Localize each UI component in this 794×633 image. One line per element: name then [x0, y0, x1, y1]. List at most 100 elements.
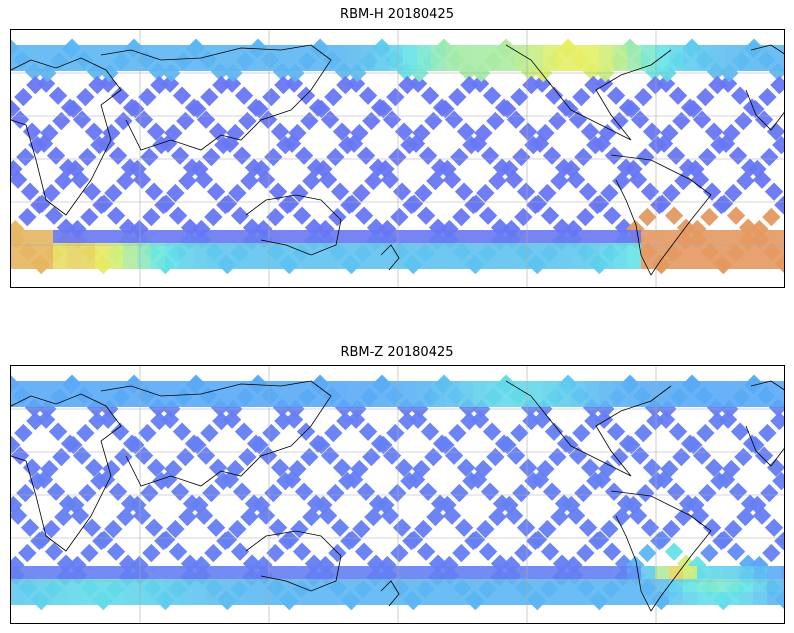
rbm-h-swath-cell	[585, 256, 599, 269]
rbm-z-swath-cell	[662, 519, 681, 539]
rbm-z-coastline	[505, 380, 672, 477]
rbm-z-swath-cell	[266, 543, 285, 563]
rbm-z-swath-cell	[584, 411, 603, 431]
rbm-h-swath-cell	[258, 110, 278, 129]
rbm-z-swath-cell	[326, 483, 345, 503]
rbm-h-swath-cell	[347, 45, 361, 58]
rbm-z-swath-cell	[501, 566, 515, 579]
rbm-h-swath-cell	[669, 230, 683, 243]
rbm-h-swath-cell	[641, 243, 655, 256]
rbm-z-swath-cell	[753, 579, 767, 592]
rbm-z-swath-cell	[361, 381, 375, 394]
rbm-z-swath-cell	[123, 394, 137, 407]
rbm-h-swath-cell	[326, 147, 345, 167]
rbm-h-swath-cell	[262, 87, 281, 107]
rbm-z-swath-cell	[76, 423, 95, 443]
rbm-z-swath-cell	[137, 592, 151, 605]
rbm-h-swath-cell	[739, 45, 753, 58]
rbm-z-swath-cell	[416, 542, 436, 561]
rbm-h-swath-cell	[392, 182, 412, 201]
rbm-z-swath-cell	[193, 394, 207, 407]
rbm-h-swath-cell	[781, 230, 784, 243]
rbm-h-swath-cell	[109, 243, 123, 256]
rbm-z-swath-cell	[221, 592, 235, 605]
rbm-z-swath-cell	[683, 394, 697, 407]
rbm-h-swath-cell	[14, 87, 33, 107]
rbm-h-swath-cell	[506, 110, 526, 129]
rbm-z-swath-cell	[627, 579, 641, 592]
rbm-z-swath-cell	[543, 566, 557, 579]
rbm-z-swath-cell	[501, 592, 515, 605]
rbm-h-swath-cell	[754, 110, 774, 129]
rbm-z-swath-cell	[487, 394, 501, 407]
rbm-h-swath-cell	[250, 99, 269, 119]
rbm-h-swath-cell	[165, 45, 179, 58]
rbm-z-swath-cell	[613, 381, 627, 394]
rbm-z-swath-cell	[347, 579, 361, 592]
rbm-h-swath-cell	[165, 256, 179, 269]
rbm-h-swath-cell	[150, 75, 169, 95]
rbm-h-swath-cell	[39, 45, 53, 58]
rbm-h-swath-cell	[110, 86, 130, 105]
rbm-h-swath-cell	[333, 243, 347, 256]
rbm-z-swath-cell	[361, 592, 375, 605]
rbm-z-swath-cell	[450, 483, 469, 503]
rbm-z-swath-cell	[67, 566, 81, 579]
rbm-h-gridlines	[11, 30, 784, 287]
rbm-h-swath-cell	[179, 230, 193, 243]
rbm-h-swath-cell	[18, 207, 37, 227]
rbm-h-swath-cell	[576, 207, 595, 227]
rbm-z-swath-cell	[48, 422, 68, 441]
rbm-z-swath-cell	[26, 411, 45, 431]
rbm-h-swath-cell	[431, 45, 445, 58]
rbm-z-swath-cell	[52, 447, 71, 467]
rbm-h-swath-cell	[557, 256, 571, 269]
rbm-z-swath-cell	[142, 543, 161, 563]
rbm-h-swath-cell	[438, 159, 457, 179]
rbm-h-swath-cell	[672, 111, 691, 131]
rbm-z-swath-cell	[452, 543, 471, 563]
rbm-z-swath-cell	[711, 592, 725, 605]
rbm-h-swath-cell	[753, 243, 767, 256]
rbm-z-swath-cell	[165, 394, 179, 407]
rbm-z-swath-cell	[302, 507, 321, 527]
rbm-z-swath-cell	[151, 592, 165, 605]
rbm-z-swath-cell	[557, 394, 571, 407]
rbm-h-coastline	[11, 57, 122, 216]
rbm-z-swath-cell	[487, 381, 501, 394]
rbm-z-swath-cell	[221, 566, 235, 579]
rbm-h-swath-cell	[361, 230, 375, 243]
rbm-z-swath-cell	[123, 566, 137, 579]
rbm-h-swath-cell	[634, 87, 653, 107]
rbm-h-swath-cell	[753, 45, 767, 58]
rbm-z-swath-cell	[650, 531, 669, 551]
rbm-z-swath-cell	[781, 579, 784, 592]
rbm-h-swath-cell	[361, 45, 375, 58]
rbm-h-coastline	[100, 44, 332, 151]
rbm-h-swath-cell	[781, 256, 784, 269]
rbm-z-swath-cell	[78, 483, 97, 503]
rbm-z-swath-cell	[179, 566, 193, 579]
rbm-z-swath-cell	[179, 381, 193, 394]
rbm-h-swath-cell	[683, 243, 697, 256]
rbm-z-swath-cell	[109, 394, 123, 407]
rbm-h-swath-cell	[52, 111, 71, 131]
rbm-z-swath-cell	[543, 394, 557, 407]
rbm-h-swath-cell	[221, 243, 235, 256]
rbm-h-swath-cell	[602, 206, 622, 225]
rbm-h-swath-cell	[16, 147, 35, 167]
rbm-z-coastline	[380, 580, 400, 607]
rbm-h-swath-cell	[78, 147, 97, 167]
rbm-z-swath-cell	[724, 519, 743, 539]
rbm-z-swath-cell	[347, 566, 361, 579]
rbm-z-swath-cell	[39, 381, 53, 394]
rbm-h-swath-cell	[67, 58, 81, 71]
rbm-h-swath-cell	[278, 195, 297, 215]
rbm-z-swath-cell	[512, 483, 531, 503]
rbm-h-swath-cell	[697, 230, 711, 243]
rbm-h-swath-cell	[630, 110, 650, 129]
rbm-z-swath-cell	[16, 483, 35, 503]
rbm-z-swath-cell	[473, 579, 487, 592]
rbm-z-swath-cell	[683, 592, 697, 605]
rbm-h-swath-cell	[424, 111, 443, 131]
